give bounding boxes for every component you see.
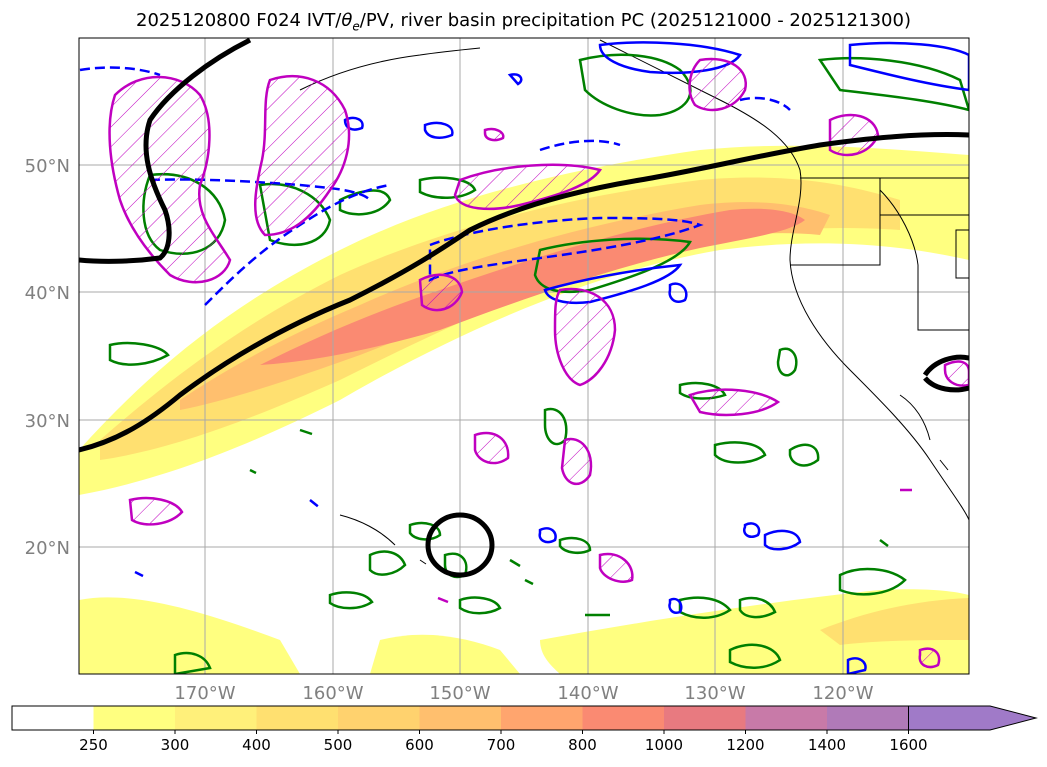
lat-label-20: 20°N	[25, 538, 70, 559]
title-theta-sub: e	[352, 19, 360, 34]
colorbar-tick-label: 1000	[645, 736, 683, 754]
colorbar-tick-label: 800	[568, 736, 597, 754]
colorbar-segment	[93, 706, 176, 730]
colorbar-tick-label: 400	[242, 736, 271, 754]
ivt-shading	[79, 145, 969, 674]
title-theta: θ	[341, 10, 353, 31]
lon-label-140w: 140°W	[557, 683, 618, 704]
jet-contours	[79, 38, 969, 578]
colorbar-segment	[582, 706, 665, 730]
colorbar-segment	[745, 706, 828, 730]
precip-contours	[108, 57, 969, 669]
colorbar-tick-label: 1200	[726, 736, 764, 754]
lon-label-150w: 150°W	[429, 683, 490, 704]
lon-label-170w: 170°W	[174, 683, 235, 704]
colorbar-tick-label: 600	[405, 736, 434, 754]
colorbar: 250 300 400 500 600 700 800 1000 1200 1400 1600	[11, 705, 1038, 754]
colorbar-tick-label: 700	[487, 736, 516, 754]
colorbar-segment	[12, 706, 94, 730]
coastlines	[299, 39, 969, 565]
colorbar-tick-label: 300	[161, 736, 190, 754]
colorbar-extend-arrow	[908, 705, 1038, 731]
lat-label-50: 50°N	[25, 156, 70, 177]
colorbar-tick-label: 1600	[889, 736, 927, 754]
colorbar-segment	[827, 706, 909, 730]
lon-label-160w: 160°W	[302, 683, 363, 704]
colorbar-segment	[419, 706, 502, 730]
colorbar-segment	[338, 706, 420, 730]
lon-label-120w: 120°W	[812, 683, 873, 704]
lon-label-130w: 130°W	[684, 683, 745, 704]
colorbar-segment	[175, 706, 257, 730]
title-suffix: /PV, river basin precipitation PC (20251…	[359, 10, 911, 31]
colorbar-segment	[256, 706, 339, 730]
colorbar-tick-label: 500	[324, 736, 353, 754]
title-prefix: 2025120800 F024 IVT/	[136, 10, 342, 31]
latitude-labels: 50°N 40°N 30°N 20°N	[25, 156, 70, 559]
map-frame	[78, 37, 970, 675]
colorbar-tick-label: 1400	[808, 736, 846, 754]
colorbar-segment	[664, 706, 746, 730]
longitude-labels: 170°W 160°W 150°W 140°W 130°W 120°W	[174, 683, 873, 704]
lat-label-40: 40°N	[25, 283, 70, 304]
map-title: 2025120800 F024 IVT/θe/PV, river basin p…	[0, 10, 1047, 34]
pv-contours	[108, 53, 969, 674]
lat-label-30: 30°N	[25, 411, 70, 432]
colorbar-tick-label: 250	[79, 736, 108, 754]
colorbar-segment	[501, 706, 583, 730]
